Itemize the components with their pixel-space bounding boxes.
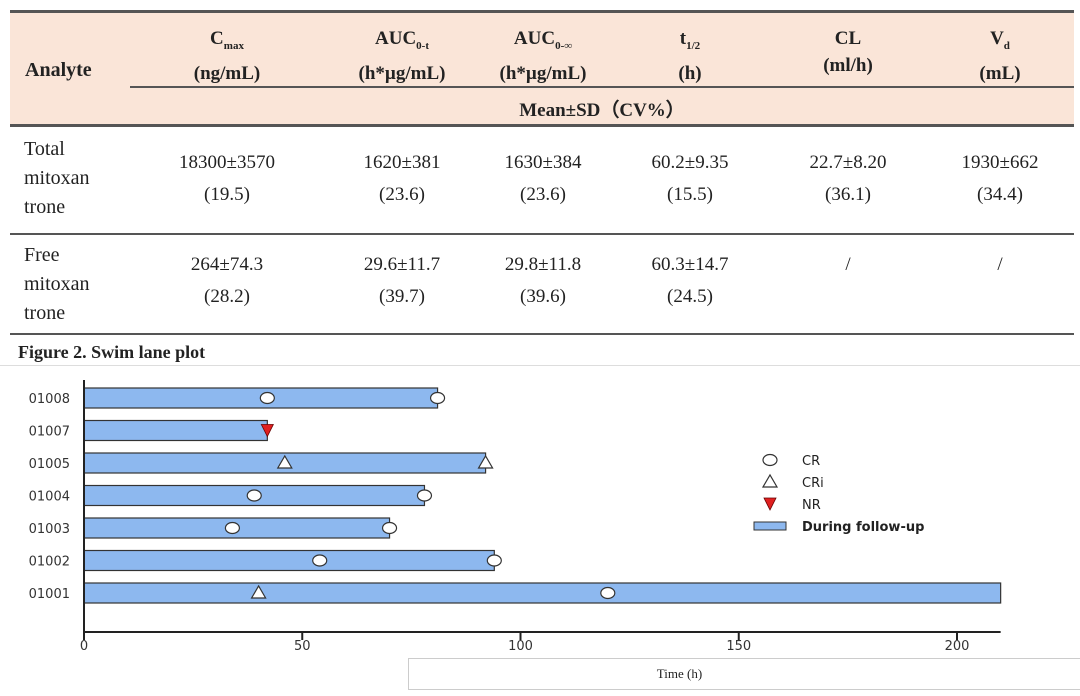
table-cell: 60.2±9.35 (15.5) xyxy=(605,147,775,211)
header-auc0t: AUC0-t (h*µg/mL) xyxy=(358,28,446,84)
table-cell: 1630±384 (23.6) xyxy=(458,147,628,211)
cell-line: (15.5) xyxy=(667,184,713,205)
marker-cr xyxy=(312,554,328,567)
cell-line: 60.2±9.35 xyxy=(651,152,729,173)
row-label-line: trone xyxy=(24,196,66,218)
header-divider xyxy=(130,86,1074,88)
cell-line: (39.6) xyxy=(520,286,566,307)
marker-cr xyxy=(486,554,502,567)
legend-cri-icon xyxy=(761,473,779,488)
marker-cr xyxy=(224,521,241,535)
cell-line: 1930±662 xyxy=(961,152,1039,173)
cell-line: 18300±3570 xyxy=(179,152,275,173)
row-label-line: mitoxan xyxy=(24,167,90,189)
table-cell: 1620±381 (23.6) xyxy=(317,147,487,211)
marker-cr xyxy=(246,489,262,502)
x-tick-label: 50 xyxy=(294,639,311,654)
marker-cri xyxy=(276,454,293,469)
table-cell: / xyxy=(763,249,933,281)
y-tick-label: 01002 xyxy=(29,555,70,570)
table-cell: 60.3±14.7 (24.5) xyxy=(605,249,775,313)
y-tick-label: 01008 xyxy=(29,392,70,407)
legend-label: CR xyxy=(802,454,820,469)
header-vd: Vd (mL) xyxy=(979,28,1021,84)
x-tick-label: 0 xyxy=(80,639,88,654)
marker-cr xyxy=(381,521,398,535)
table-cell: 264±74.3 (28.2) xyxy=(142,249,312,313)
marker-cr xyxy=(259,391,275,405)
cell-line: / xyxy=(997,254,1003,275)
table-cell: 1930±662 (34.4) xyxy=(915,147,1080,211)
cell-line: 264±74.3 xyxy=(190,254,264,275)
header-mean-sd: Mean±SD（CV%） xyxy=(519,100,685,121)
row-label-line: Free xyxy=(24,244,60,266)
cell-line: (23.6) xyxy=(520,184,566,205)
cell-line: (24.5) xyxy=(667,286,713,307)
header-cl: CL (ml/h) xyxy=(823,28,873,76)
legend-label: NR xyxy=(802,498,821,513)
marker-cr xyxy=(600,586,616,600)
legend-label: CRi xyxy=(802,476,824,491)
marker-cr xyxy=(416,489,433,502)
cell-line: 22.7±8.20 xyxy=(809,152,887,173)
header-analyte: Analyte xyxy=(25,59,92,81)
y-tick-label: 01005 xyxy=(29,457,70,472)
cell-line: 29.8±11.8 xyxy=(504,254,582,275)
cell-line: 1630±384 xyxy=(504,152,582,173)
divider xyxy=(0,365,1080,366)
cell-line: (23.6) xyxy=(379,184,425,205)
marker-cr xyxy=(429,391,446,405)
legend-followup-icon xyxy=(753,521,787,531)
y-tick-label: 01003 xyxy=(29,522,70,537)
figure-title: Figure 2. Swim lane plot xyxy=(18,342,206,362)
header-thalf: t1/2 (h) xyxy=(678,28,702,84)
x-tick-label: 200 xyxy=(945,639,970,654)
cell-line: (36.1) xyxy=(825,184,871,205)
table-cell: 18300±3570 (19.5) xyxy=(142,147,312,211)
x-axis-label-box: Time (h) xyxy=(408,658,1080,690)
legend-label: During follow-up xyxy=(802,520,924,535)
bar-01007 xyxy=(83,419,268,442)
row-label-line: trone xyxy=(24,302,66,324)
x-tick-label: 100 xyxy=(508,639,533,654)
table-cell: 29.8±11.8 (39.6) xyxy=(458,249,628,313)
cell-line: 60.3±14.7 xyxy=(651,254,729,275)
table-cell: 29.6±11.7 (39.7) xyxy=(317,249,487,313)
y-tick-label: 01001 xyxy=(29,587,70,602)
table-row: Free mitoxan trone 264±74.3 (28.2) 29.6±11.7 (… xyxy=(10,233,1074,335)
y-tick-label: 01004 xyxy=(29,490,70,505)
header-cmax: Cmax (ng/mL) xyxy=(193,28,261,84)
row-label-line: mitoxan xyxy=(24,273,90,295)
cell-line: (34.4) xyxy=(977,184,1023,205)
cell-line: (39.7) xyxy=(379,286,425,307)
legend-nr-icon xyxy=(763,497,777,511)
cell-line: (28.2) xyxy=(204,286,250,307)
cell-line: (19.5) xyxy=(204,184,250,205)
table-cell: 22.7±8.20 (36.1) xyxy=(763,147,933,211)
bar-01002 xyxy=(83,549,495,572)
marker-cri xyxy=(477,454,494,469)
x-axis-label: Time (h) xyxy=(656,666,703,681)
bar-01001 xyxy=(83,582,1002,604)
x-tick-label: 150 xyxy=(726,639,751,654)
cell-line: 1620±381 xyxy=(363,152,441,173)
table-row: Total mitoxan trone 18300±3570 (19.5) 1620±38… xyxy=(10,127,1074,235)
y-tick-label: 01007 xyxy=(29,425,70,440)
swim-lane-chart: 01008 01007 01005 01004 01003 01002 01001 0 50 10… xyxy=(29,380,1002,654)
marker-nr xyxy=(260,424,274,438)
cell-line: 29.6±11.7 xyxy=(363,254,441,275)
row-label-line: Total xyxy=(24,138,65,160)
table-header: Analyte Cmax (ng/mL) AUC0-t (h*µg/mL) AUC0… xyxy=(10,10,1074,127)
row-label: Free mitoxan trone xyxy=(24,241,90,328)
cell-line: / xyxy=(845,254,851,275)
legend-cr-icon xyxy=(762,453,778,467)
header-auc0inf: AUC0-∞ (h*µg/mL) xyxy=(499,28,587,84)
row-label: Total mitoxan trone xyxy=(24,135,90,222)
table-cell: / xyxy=(915,249,1080,281)
marker-cri xyxy=(250,584,267,599)
